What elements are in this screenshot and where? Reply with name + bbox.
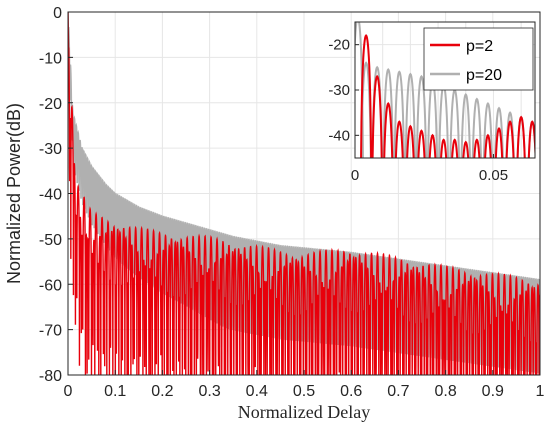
y-axis-label: Normalized Power(dB) xyxy=(4,103,24,284)
y-axis-ticks: 0 -10 -20 -30 -40 -50 -60 -70 -80 xyxy=(39,5,73,385)
y-tick-label: -30 xyxy=(39,141,62,158)
legend-entry-p2: p=2 xyxy=(466,38,493,55)
y-tick-label: -10 xyxy=(39,50,62,67)
inset-y-tick-label: -30 xyxy=(328,82,350,99)
x-tick-label: 0 xyxy=(64,383,73,400)
y-tick-label: -40 xyxy=(39,187,62,204)
x-tick-label: 0.5 xyxy=(293,383,315,400)
x-tick-label: 0.4 xyxy=(246,383,268,400)
y-tick-label: -20 xyxy=(39,96,62,113)
x-tick-label: 0.3 xyxy=(198,383,220,400)
x-axis-ticks: 0 0.1 0.2 0.3 0.4 0.5 0.6 0.7 0.8 0.9 1 xyxy=(64,370,545,400)
x-tick-label: 0.9 xyxy=(482,383,504,400)
series-line-p2 xyxy=(68,12,540,375)
y-tick-label: -50 xyxy=(39,232,62,249)
inset-x-tick-label: 0 xyxy=(351,167,359,184)
legend-box xyxy=(423,27,534,91)
inset-axes: 0 0.05 -20-30-40 p=2 p=20 xyxy=(328,21,536,184)
inset-y-tick-label: -40 xyxy=(328,127,350,144)
y-tick-label: -80 xyxy=(39,368,62,385)
x-axis-label: Normalized Delay xyxy=(238,402,370,422)
inset-x-axis-ticks: 0 0.05 xyxy=(351,154,508,184)
y-tick-label: -70 xyxy=(39,323,62,340)
inset-series-line-p2 xyxy=(360,34,535,158)
inset-y-axis-ticks: -20 -30 -40 xyxy=(328,37,359,144)
legend-entry-p20: p=20 xyxy=(466,67,502,84)
y-tick-label: 0 xyxy=(53,5,62,22)
legend: p=2 p=20 xyxy=(423,27,534,91)
inset-x-tick-label: 0.05 xyxy=(479,167,508,184)
y-tick-label: -60 xyxy=(39,277,62,294)
x-tick-label: 0.2 xyxy=(151,383,173,400)
x-tick-label: 0.8 xyxy=(434,383,456,400)
x-tick-label: 1 xyxy=(536,383,545,400)
x-tick-label: 0.1 xyxy=(104,383,126,400)
inset-y-tick-label: -20 xyxy=(328,37,350,54)
x-tick-label: 0.7 xyxy=(387,383,409,400)
x-tick-label: 0.6 xyxy=(340,383,362,400)
